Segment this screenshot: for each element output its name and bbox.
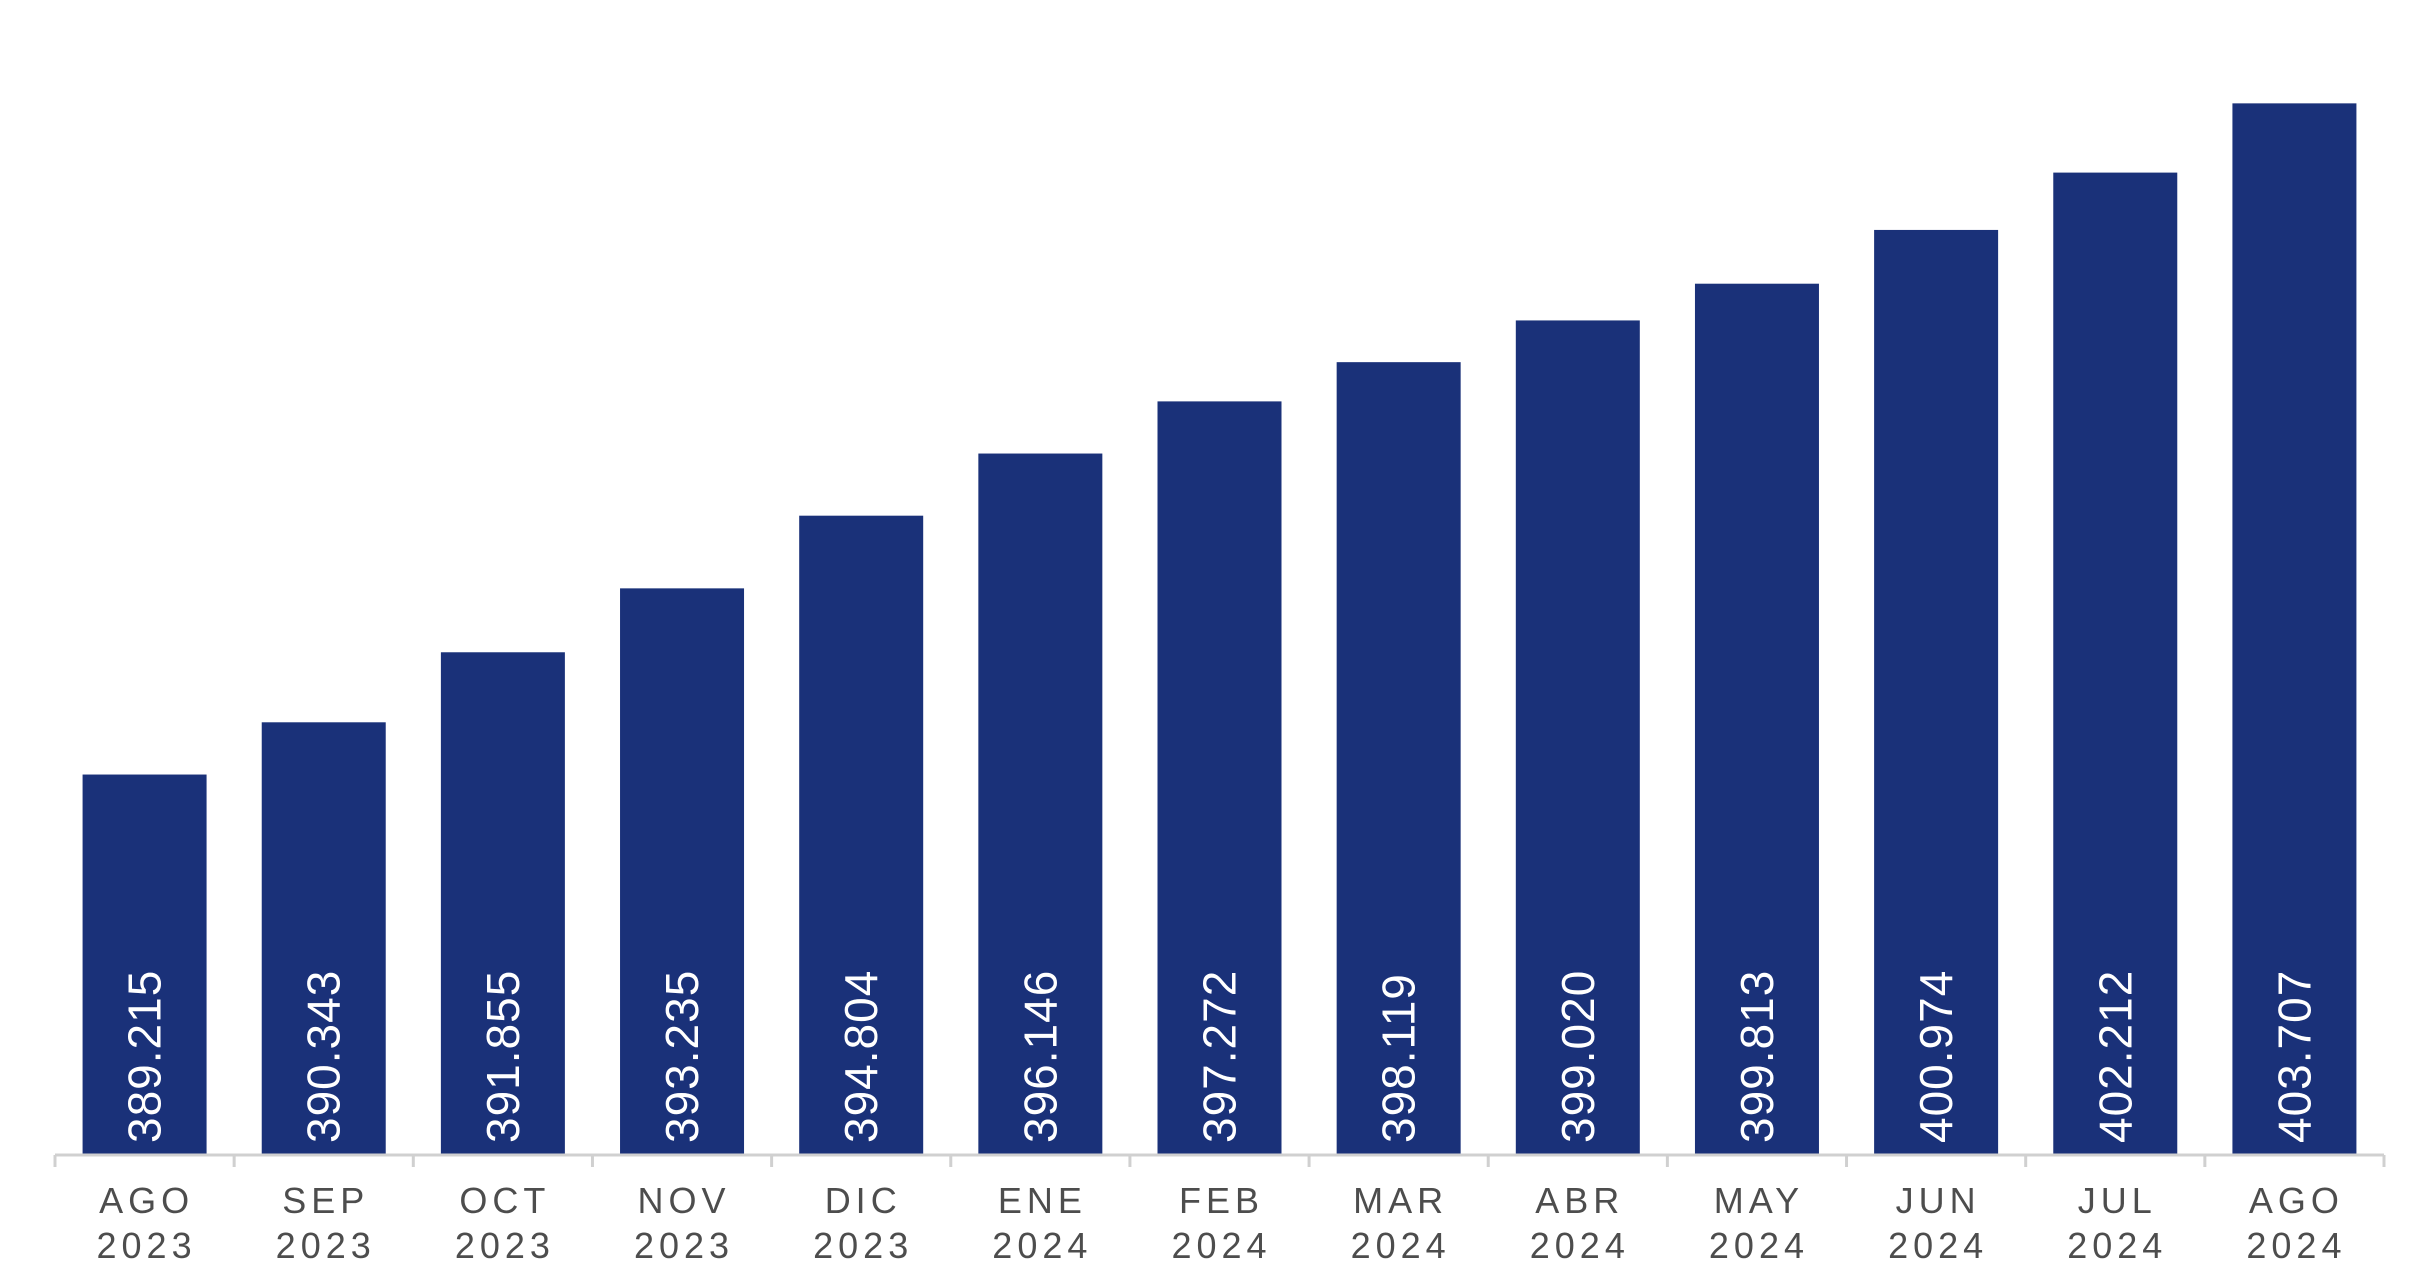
x-tick-label-month: OCT [459,1180,550,1221]
bar-value-label: 399.813 [1731,970,1783,1143]
x-tick-label-year: 2023 [455,1225,555,1266]
bar [2232,103,2357,1155]
x-tick-label-year: 2024 [1709,1225,1809,1266]
bar [978,453,1103,1156]
bar [1515,320,1640,1155]
x-tick-label-year: 2024 [1351,1225,1451,1266]
x-tick-label-year: 2023 [97,1225,197,1266]
x-tick-label-month: SEP [282,1180,369,1221]
x-tick-label-month: MAY [1714,1180,1804,1221]
bar-value-label: 402.212 [2089,970,2141,1143]
bar [1157,401,1282,1156]
x-tick-label-month: ENE [998,1180,1087,1221]
x-tick-label-year: 2024 [1171,1225,1271,1266]
x-tick-label-year: 2024 [1888,1225,1988,1266]
x-tick-label-year: 2024 [992,1225,1092,1266]
x-tick-label-year: 2023 [276,1225,376,1266]
bar-value-label: 397.272 [1194,970,1246,1143]
x-tick-label-year: 2024 [2067,1225,2167,1266]
bar [1694,283,1819,1155]
bar-value-label: 400.974 [1910,970,1962,1143]
x-tick-label-month: FEB [1179,1180,1264,1221]
x-tick-label-year: 2024 [1530,1225,1630,1266]
x-tick-label-month: AGO [99,1180,194,1221]
x-axis-ticks [53,1155,2386,1167]
bar [799,515,924,1155]
x-tick-label-month: JUL [2078,1180,2157,1221]
x-axis-tick-labels: AGO2023SEP2023OCT2023NOV2023DIC2023ENE20… [97,1180,2346,1266]
bar-value-label: 396.146 [1014,970,1066,1143]
bar [620,588,745,1155]
x-tick-label-year: 2024 [2246,1225,2346,1266]
x-tick-label-month: ABR [1535,1180,1624,1221]
bar [2053,172,2178,1155]
bar-value-label: 394.804 [835,970,887,1143]
x-tick-label-year: 2023 [634,1225,734,1266]
x-tick-label-month: NOV [638,1180,731,1221]
bar-value-label: 399.020 [1552,970,1604,1143]
bars-group: 389.215 390.343 391.855 393.235 394.804 396.1… [82,103,2357,1156]
bar [440,652,565,1155]
bar [1874,229,1999,1155]
bar [82,774,207,1155]
bar-value-label: 403.707 [2268,970,2320,1143]
x-tick-label-month: JUN [1896,1180,1981,1221]
bar-value-label: 390.343 [298,970,350,1143]
x-tick-label-month: MAR [1353,1180,1448,1221]
x-tick-label-year: 2023 [813,1225,913,1266]
bar-value-label: 393.235 [656,970,708,1143]
x-tick-label-month: DIC [825,1180,902,1221]
bar [261,722,386,1155]
bar-value-label: 391.855 [477,970,529,1143]
x-tick-label-month: AGO [2249,1180,2344,1221]
bar-value-label: 398.119 [1373,973,1425,1143]
bar [1336,362,1461,1155]
bar-value-label: 389.215 [119,970,171,1143]
